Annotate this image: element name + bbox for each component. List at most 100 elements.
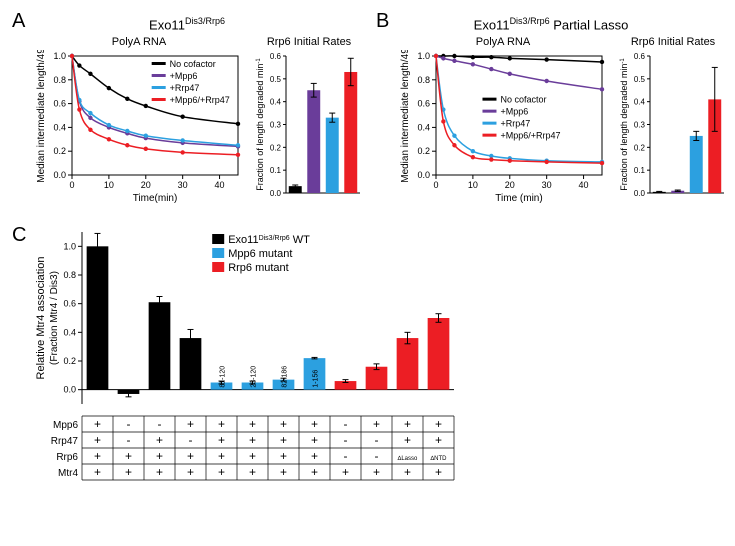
panel-B-bars-chart: 0.00.10.20.30.40.50.6Fraction of length … (618, 50, 728, 205)
svg-text:+: + (311, 449, 318, 463)
panel-A-label: A (12, 10, 25, 33)
svg-text:∆Lasso: ∆Lasso (398, 455, 418, 462)
svg-text:Time (min): Time (min) (495, 193, 542, 204)
svg-text:(Fraction Mtr4 / Dis3): (Fraction Mtr4 / Dis3) (49, 271, 60, 365)
svg-text:+Rrp47: +Rrp47 (500, 119, 530, 129)
svg-text:+: + (404, 417, 411, 431)
panel-A-bars-chart: 0.00.10.20.30.40.50.6Fraction of length … (254, 50, 364, 205)
svg-text:Mpp6: Mpp6 (53, 420, 78, 431)
svg-text:+Rrp47: +Rrp47 (170, 83, 200, 93)
svg-text:+: + (342, 465, 349, 479)
svg-text:+: + (94, 449, 101, 463)
svg-text:Rrp6: Rrp6 (56, 452, 78, 463)
svg-text:+: + (280, 465, 287, 479)
svg-text:+: + (156, 449, 163, 463)
svg-text:+: + (218, 417, 225, 431)
svg-text:0.6: 0.6 (270, 52, 282, 61)
figure-grid: A Exo11Dis3/Rrp6 PolyA RNA 0102030400.00… (10, 10, 725, 529)
svg-text:+: + (94, 433, 101, 447)
svg-text:82-186: 82-186 (282, 366, 289, 388)
svg-text:Time(min): Time(min) (133, 193, 178, 204)
svg-text:0.2: 0.2 (270, 144, 282, 153)
svg-text:1.0: 1.0 (63, 242, 76, 252)
svg-text:-: - (344, 449, 348, 463)
svg-text:30: 30 (542, 180, 552, 190)
svg-text:0.5: 0.5 (270, 75, 282, 84)
svg-text:+Mpp6/+Rrp47: +Mpp6/+Rrp47 (500, 131, 560, 141)
svg-text:Fraction of length degraded mi: Fraction of length degraded min-1 (255, 58, 265, 191)
svg-text:+: + (156, 465, 163, 479)
svg-text:0.0: 0.0 (270, 189, 282, 198)
svg-text:-: - (375, 433, 379, 447)
panel-C: C 0.00.20.40.60.81.0Relative Mtr4 associ… (10, 224, 728, 529)
panel-A-decay: PolyA RNA 0 10 20 30 40 0.0 0.2 0.4 0.6 0.8 1.0 Tim… (34, 36, 244, 210)
svg-text:10: 10 (104, 180, 114, 190)
svg-text:Exo11Dis3/Rrp6 WT: Exo11Dis3/Rrp6 WT (228, 234, 310, 246)
svg-text:0.1: 0.1 (270, 166, 282, 175)
svg-text:40: 40 (215, 180, 225, 190)
svg-text:+: + (94, 465, 101, 479)
svg-text:20: 20 (505, 180, 515, 190)
svg-text:1.0: 1.0 (53, 51, 66, 61)
svg-text:+: + (249, 433, 256, 447)
svg-text:+: + (187, 417, 194, 431)
svg-text:0.0: 0.0 (53, 170, 66, 180)
svg-text:1-156: 1-156 (313, 370, 320, 388)
svg-text:40: 40 (579, 180, 589, 190)
svg-text:81-120: 81-120 (220, 366, 227, 388)
svg-text:+: + (311, 465, 318, 479)
svg-text:Mtr4: Mtr4 (58, 468, 78, 479)
svg-text:+: + (280, 433, 287, 447)
panel-A-decay-title: PolyA RNA (34, 36, 244, 48)
panel-B-decay-title: PolyA RNA (398, 36, 608, 48)
svg-text:+: + (435, 417, 442, 431)
svg-text:0.2: 0.2 (53, 147, 66, 157)
svg-text:Mpp6 mutant: Mpp6 mutant (228, 248, 292, 260)
svg-text:+: + (280, 417, 287, 431)
svg-text:0.4: 0.4 (53, 123, 66, 133)
panel-B-decay: PolyA RNA 0102030400.00.20.40.60.81.0Tim… (398, 36, 608, 210)
svg-text:+: + (311, 433, 318, 447)
svg-text:0.4: 0.4 (634, 98, 646, 107)
svg-text:1.0: 1.0 (417, 51, 430, 61)
svg-text:+Mpp6: +Mpp6 (500, 107, 528, 117)
svg-text:20: 20 (141, 180, 151, 190)
svg-text:0.1: 0.1 (634, 166, 646, 175)
svg-text:No cofactor: No cofactor (500, 95, 546, 105)
svg-text:0.6: 0.6 (53, 99, 66, 109)
panel-A: A Exo11Dis3/Rrp6 PolyA RNA 0102030400.00… (10, 10, 364, 210)
svg-text:+: + (249, 449, 256, 463)
svg-text:+Mpp6: +Mpp6 (170, 71, 198, 81)
panel-B-label: B (376, 10, 389, 33)
svg-text:+: + (156, 433, 163, 447)
svg-text:No cofactor: No cofactor (170, 59, 216, 69)
svg-text:0.3: 0.3 (634, 121, 646, 130)
svg-text:+: + (218, 465, 225, 479)
svg-text:30: 30 (178, 180, 188, 190)
svg-text:∆NTD: ∆NTD (430, 455, 447, 462)
svg-text:+: + (187, 449, 194, 463)
svg-text:-: - (127, 433, 131, 447)
svg-text:Median intermediate length/49: Median intermediate length/49 (36, 50, 47, 183)
svg-text:+: + (249, 465, 256, 479)
panel-B-bars: Rrp6 Initial Rates 0.00.10.20.30.40.50.6… (618, 36, 728, 210)
panel-B-decay-chart: 0102030400.00.20.40.60.81.0Time (min)Med… (398, 50, 608, 205)
svg-text:0.8: 0.8 (53, 75, 66, 85)
svg-text:+: + (187, 465, 194, 479)
svg-text:+: + (218, 433, 225, 447)
panel-A-bars-title: Rrp6 Initial Rates (254, 36, 364, 48)
panel-C-label: C (12, 224, 26, 247)
svg-text:0.4: 0.4 (63, 328, 76, 338)
svg-text:+: + (125, 449, 132, 463)
svg-text:23-120: 23-120 (251, 366, 258, 388)
svg-text:+: + (94, 417, 101, 431)
svg-text:+: + (435, 433, 442, 447)
svg-text:-: - (127, 417, 131, 431)
svg-text:0.4: 0.4 (417, 123, 430, 133)
svg-text:0.2: 0.2 (417, 147, 430, 157)
svg-text:0.8: 0.8 (417, 75, 430, 85)
svg-text:+: + (311, 417, 318, 431)
svg-text:0: 0 (69, 180, 74, 190)
svg-text:-: - (158, 417, 162, 431)
svg-text:+: + (218, 449, 225, 463)
